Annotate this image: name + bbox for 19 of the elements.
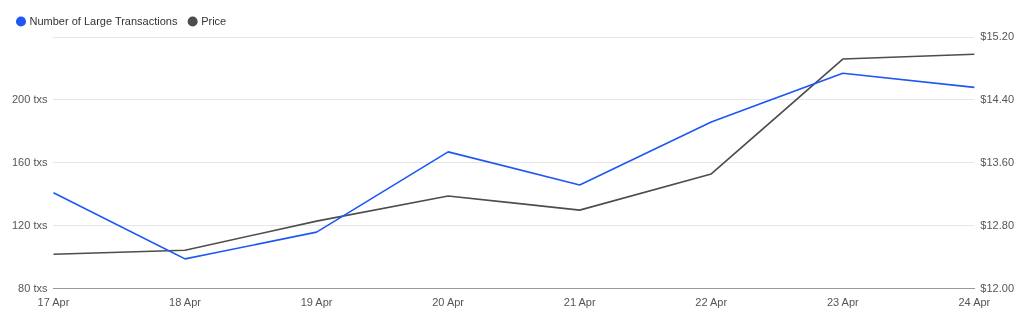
y-tick-label: 200 txs (12, 92, 48, 105)
y-tick-label: 160 txs (12, 155, 48, 168)
x-tick-label: 18 Apr (169, 296, 202, 309)
y2-tick-label: $12.00 (980, 281, 1015, 294)
x-tick-label: 17 Apr (37, 296, 70, 309)
y-tick-label: 120 txs (12, 218, 48, 231)
x-tick-label: 22 Apr (695, 296, 728, 309)
legend-label: Number of Large Transactions (29, 14, 178, 27)
y2-tick-label: $15.20 (980, 30, 1015, 43)
y2-tick-label: $12.80 (980, 218, 1015, 231)
x-tick-label: 20 Apr (432, 296, 465, 309)
x-tick-label: 24 Apr (958, 296, 991, 309)
x-tick-label: 19 Apr (300, 296, 333, 309)
x-tick-label: 21 Apr (563, 296, 596, 309)
x-tick-label: 23 Apr (826, 296, 860, 309)
y-tick-label: 80 txs (18, 281, 48, 294)
legend-label: Price (201, 14, 227, 27)
y2-tick-label: $13.60 (980, 155, 1015, 168)
y2-tick-label: $14.40 (980, 92, 1015, 105)
